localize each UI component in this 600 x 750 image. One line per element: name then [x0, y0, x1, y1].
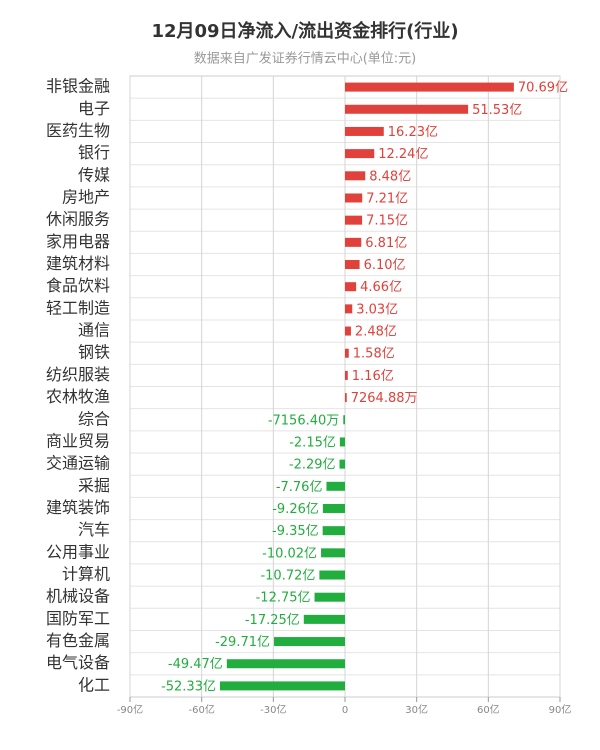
value-label: 7.21亿 — [366, 191, 408, 206]
bar — [345, 326, 351, 336]
y-tick-label: 公用事业 — [46, 542, 110, 561]
bar — [345, 149, 375, 159]
x-tick-label: 90亿 — [549, 703, 572, 716]
bar — [345, 370, 348, 380]
y-tick-label: 电子 — [78, 99, 110, 118]
value-label: -9.35亿 — [272, 524, 319, 539]
bar — [274, 637, 345, 647]
bar — [345, 304, 353, 314]
value-label: 1.58亿 — [353, 347, 395, 362]
value-label: 12.24亿 — [378, 147, 428, 162]
x-tick-label: -30亿 — [260, 703, 286, 716]
y-tick-label: 采掘 — [78, 476, 110, 495]
value-label: 2.48亿 — [355, 325, 397, 340]
y-tick-label: 银行 — [78, 143, 110, 162]
x-tick-label: 30亿 — [405, 703, 428, 716]
y-tick-label: 计算机 — [62, 565, 110, 584]
bar — [345, 126, 384, 136]
y-tick-label: 钢铁 — [78, 343, 110, 362]
x-tick-label: -90亿 — [117, 703, 143, 716]
chart-subtitle: 数据来自广发证券行情云中心(单位:元) — [194, 51, 417, 67]
value-label: 6.10亿 — [364, 258, 406, 273]
y-tick-label: 综合 — [78, 409, 110, 428]
bar — [322, 503, 345, 513]
value-label: -7156.40万 — [268, 413, 339, 428]
bar — [345, 193, 363, 203]
value-label: -29.71亿 — [215, 635, 270, 650]
value-label: -52.33亿 — [161, 679, 216, 694]
value-label: -49.47亿 — [168, 657, 223, 672]
value-label: 1.16亿 — [352, 369, 394, 384]
bar — [345, 393, 347, 403]
value-label: 7.15亿 — [366, 214, 408, 229]
bar — [343, 415, 345, 425]
value-label: -2.15亿 — [289, 435, 336, 450]
bar — [345, 282, 357, 292]
bar — [319, 570, 345, 580]
bar — [339, 459, 345, 469]
bar — [345, 260, 360, 270]
value-label: 8.48亿 — [369, 169, 411, 184]
y-tick-label: 家用电器 — [46, 232, 110, 251]
bar — [345, 348, 349, 358]
y-tick-label: 轻工制造 — [46, 298, 110, 317]
bar — [345, 215, 363, 225]
value-label: 16.23亿 — [388, 125, 438, 140]
value-label: 4.66亿 — [360, 280, 402, 295]
y-tick-label: 纺织服装 — [46, 365, 110, 384]
y-tick-label: 化工 — [78, 675, 110, 694]
bar — [322, 526, 345, 536]
bar — [303, 614, 345, 624]
value-label: -17.25亿 — [245, 613, 300, 628]
value-label: 7264.88万 — [351, 391, 418, 406]
value-label: 6.81亿 — [365, 236, 407, 251]
bar — [321, 548, 345, 558]
value-label: -7.76亿 — [276, 480, 323, 495]
bar — [345, 104, 469, 114]
bar — [314, 592, 345, 602]
y-tick-label: 建筑装饰 — [46, 498, 110, 517]
y-tick-label: 有色金属 — [46, 631, 110, 650]
value-label: -10.72亿 — [260, 569, 315, 584]
bar — [226, 659, 345, 669]
y-tick-label: 休闲服务 — [46, 210, 110, 229]
y-tick-label: 商业贸易 — [46, 431, 110, 450]
y-tick-label: 电气设备 — [46, 653, 110, 672]
y-tick-label: 非银金融 — [46, 77, 110, 96]
bar — [345, 237, 362, 247]
value-label: -9.26亿 — [272, 502, 319, 517]
y-tick-label: 农林牧渔 — [46, 387, 110, 406]
value-label: -12.75亿 — [256, 591, 311, 606]
y-tick-label: 通信 — [78, 321, 110, 340]
value-label: -2.29亿 — [289, 458, 336, 473]
y-tick-label: 医药生物 — [46, 121, 110, 140]
value-label: 70.69亿 — [518, 81, 568, 96]
y-tick-label: 交通运输 — [46, 454, 110, 473]
value-label: 3.03亿 — [356, 302, 398, 317]
y-tick-label: 机械设备 — [46, 587, 110, 606]
value-label: 51.53亿 — [472, 103, 522, 118]
x-tick-label: 60亿 — [477, 703, 500, 716]
chart-title: 12月09日净流入/流出资金排行(行业) — [151, 20, 458, 42]
bar — [326, 481, 345, 491]
y-tick-label: 建筑材料 — [46, 254, 110, 273]
y-tick-label: 食品饮料 — [46, 276, 110, 295]
y-tick-label: 传媒 — [78, 165, 110, 184]
bar — [345, 171, 366, 181]
x-tick-label: 0 — [342, 705, 348, 716]
bar — [339, 437, 345, 447]
x-tick-label: -60亿 — [188, 703, 214, 716]
y-tick-label: 国防军工 — [46, 609, 110, 628]
bar — [345, 82, 514, 92]
y-tick-label: 汽车 — [78, 520, 110, 539]
value-label: -10.02亿 — [262, 546, 317, 561]
y-tick-label: 房地产 — [62, 187, 110, 206]
bar — [219, 681, 345, 691]
